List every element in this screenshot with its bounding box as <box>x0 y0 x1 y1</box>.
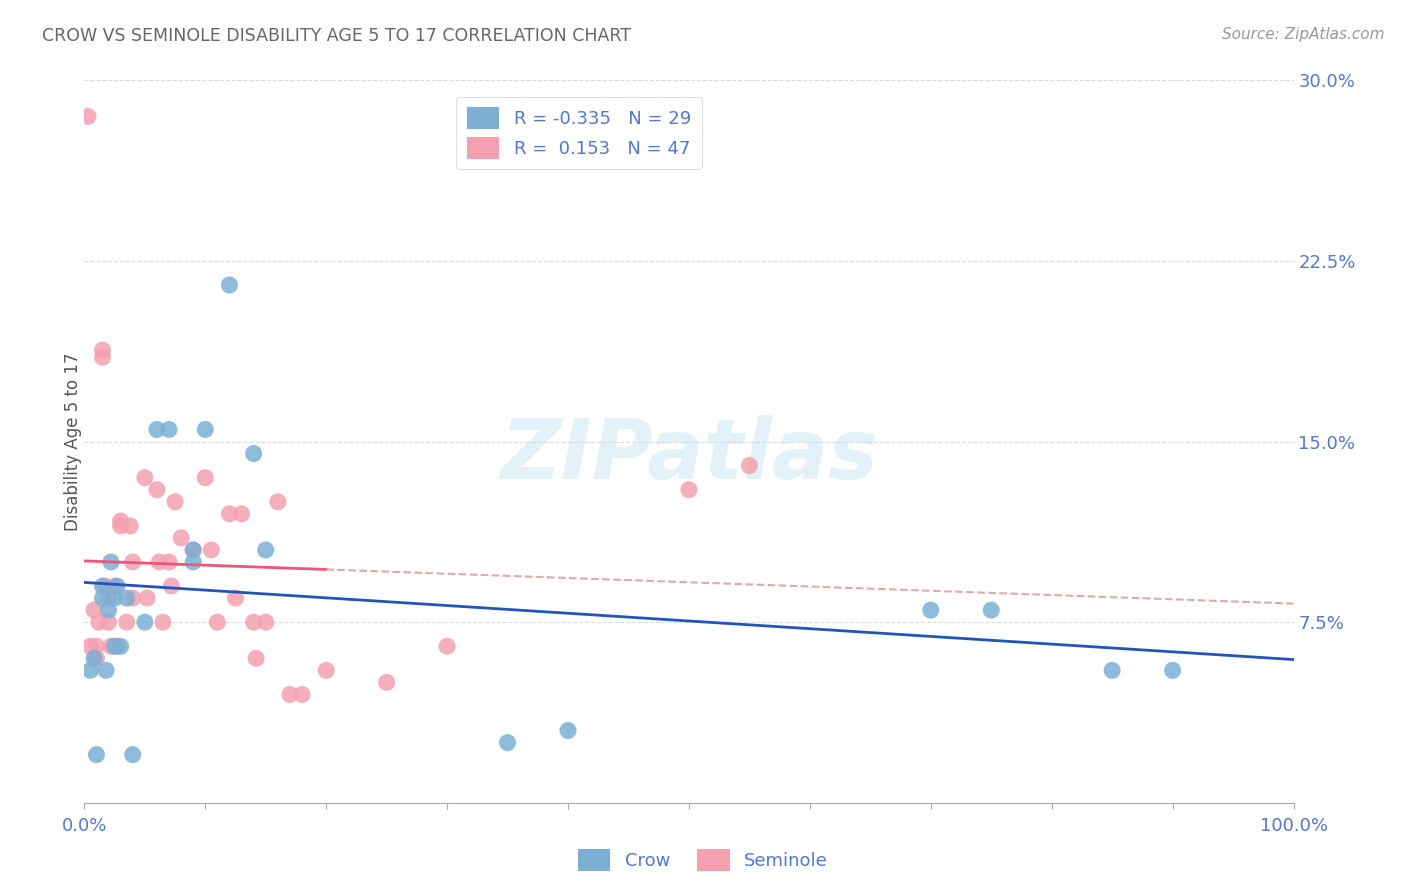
Point <box>157 555 180 569</box>
Point <box>110 514 132 528</box>
Text: ZIPatlas: ZIPatlas <box>501 416 877 497</box>
Point <box>278 687 301 701</box>
Y-axis label: Disability Age 5 to 17: Disability Age 5 to 17 <box>65 352 82 531</box>
Point <box>121 555 143 569</box>
Point <box>136 591 159 605</box>
Point <box>94 664 117 678</box>
Point <box>157 422 180 436</box>
Point <box>134 470 156 484</box>
Point <box>83 603 105 617</box>
Point <box>100 555 122 569</box>
Point <box>91 591 114 605</box>
Point <box>86 639 108 653</box>
Point <box>496 735 519 749</box>
Point <box>105 639 128 653</box>
Point <box>120 518 142 533</box>
Point <box>121 747 143 762</box>
Point <box>207 615 229 630</box>
Point <box>225 591 247 605</box>
Point <box>194 422 217 436</box>
Point <box>181 555 204 569</box>
Point <box>83 651 105 665</box>
Point <box>91 579 114 593</box>
Point <box>245 651 267 665</box>
Point <box>97 591 120 605</box>
Point <box>97 615 120 630</box>
Point <box>436 639 458 653</box>
Legend: Crow, Seminole: Crow, Seminole <box>571 842 835 879</box>
Point <box>134 615 156 630</box>
Point <box>242 446 264 460</box>
Point <box>218 277 240 292</box>
Point <box>146 422 169 436</box>
Point <box>115 591 138 605</box>
Text: CROW VS SEMINOLE DISABILITY AGE 5 TO 17 CORRELATION CHART: CROW VS SEMINOLE DISABILITY AGE 5 TO 17 … <box>42 27 631 45</box>
Text: Source: ZipAtlas.com: Source: ZipAtlas.com <box>1222 27 1385 42</box>
Point <box>91 350 114 364</box>
Point <box>170 531 193 545</box>
Point <box>165 494 187 508</box>
Point <box>291 687 314 701</box>
Point <box>200 542 222 557</box>
Point <box>110 639 132 653</box>
Point <box>148 555 170 569</box>
Point <box>254 542 277 557</box>
Point <box>104 579 127 593</box>
Point <box>557 723 579 738</box>
Point <box>920 603 942 617</box>
Point <box>105 579 128 593</box>
Point <box>1161 664 1184 678</box>
Point <box>160 579 183 593</box>
Legend: R = -0.335   N = 29, R =  0.153   N = 47: R = -0.335 N = 29, R = 0.153 N = 47 <box>456 96 702 169</box>
Point <box>980 603 1002 617</box>
Point <box>79 664 101 678</box>
Point <box>254 615 277 630</box>
Point <box>79 639 101 653</box>
Point <box>218 507 240 521</box>
Point <box>100 639 122 653</box>
Point <box>86 651 108 665</box>
Point <box>121 591 143 605</box>
Point <box>86 747 108 762</box>
Point <box>1101 664 1123 678</box>
Point <box>87 615 110 630</box>
Point <box>242 615 264 630</box>
Point <box>738 458 761 473</box>
Point <box>97 603 120 617</box>
Point <box>231 507 253 521</box>
Point <box>267 494 290 508</box>
Point <box>194 470 217 484</box>
Point <box>315 664 337 678</box>
Point <box>678 483 700 497</box>
Point <box>181 542 204 557</box>
Point <box>104 591 127 605</box>
Point <box>94 579 117 593</box>
Point <box>77 109 100 123</box>
Point <box>181 542 204 557</box>
Point <box>104 639 127 653</box>
Point <box>152 615 174 630</box>
Point <box>146 483 169 497</box>
Point <box>115 615 138 630</box>
Point <box>110 518 132 533</box>
Point <box>375 675 398 690</box>
Point <box>91 343 114 357</box>
